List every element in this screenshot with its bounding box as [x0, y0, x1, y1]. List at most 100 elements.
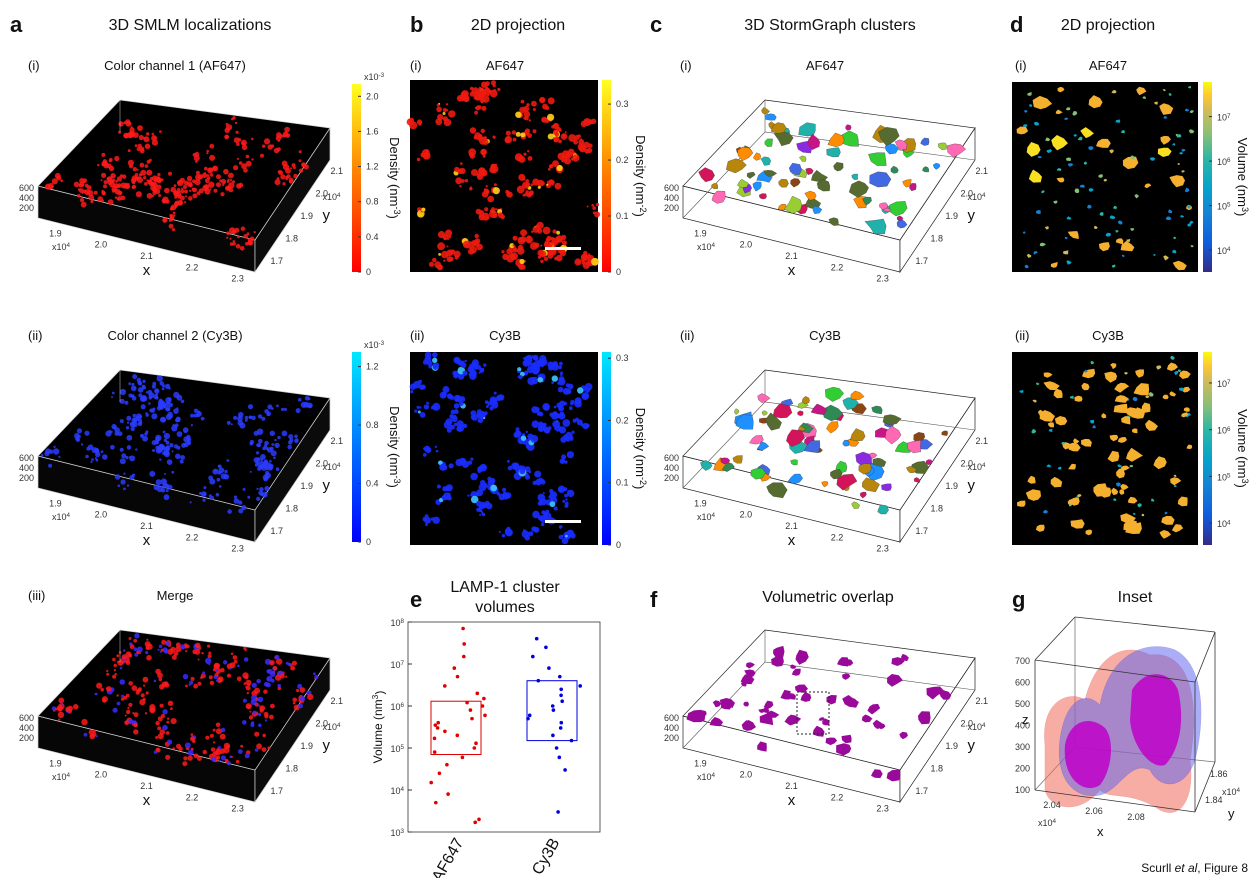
z-tick-label: 500 — [1015, 699, 1030, 709]
localization-cluster — [91, 734, 94, 737]
density-spot — [474, 136, 478, 140]
density-spot — [556, 414, 561, 419]
colorbar-tick-label: 106 — [1217, 157, 1231, 167]
localization-cluster — [251, 138, 254, 141]
localization-cluster — [249, 715, 253, 719]
x-exponent-part: x10 — [697, 242, 712, 252]
y-tick-label: 2.1 — [976, 166, 989, 176]
panel-title: 3D SMLM localizations — [109, 17, 272, 34]
data-point — [531, 655, 535, 659]
localization-cluster — [58, 456, 60, 458]
x-tick-label: 2.08 — [1127, 812, 1145, 822]
localization-cluster — [107, 176, 113, 182]
y-tick-label-part: 8 — [400, 618, 404, 625]
localization-cluster — [296, 408, 301, 413]
localization-cluster — [238, 749, 243, 754]
y-axis-label: y — [1228, 806, 1235, 821]
localization-cluster — [249, 711, 251, 713]
localization-cluster — [261, 459, 263, 461]
localization-cluster — [276, 132, 281, 137]
density-spot — [518, 156, 525, 163]
density-spot — [507, 191, 511, 195]
localization-cluster — [195, 643, 201, 649]
localization-cluster — [269, 460, 272, 463]
localization-cluster — [53, 446, 55, 448]
localization-cluster — [173, 212, 176, 215]
density-spot — [551, 125, 555, 129]
y-tick-label: 1.7 — [271, 786, 284, 796]
localization-cluster — [313, 672, 316, 675]
density-spot — [431, 517, 435, 521]
colorbar-tick-label-part: 10 — [1217, 379, 1227, 389]
density-spot — [548, 168, 551, 171]
localization-cluster — [195, 649, 200, 654]
localization-cluster — [73, 704, 78, 709]
localization-cluster — [106, 673, 109, 676]
localization-cluster — [218, 676, 224, 682]
localization-cluster — [118, 131, 121, 134]
density-spot — [468, 148, 476, 156]
localization-cluster — [162, 384, 165, 387]
localization-cluster — [111, 396, 113, 398]
localization-cluster — [123, 488, 126, 491]
localization-cluster — [276, 405, 279, 408]
localization-cluster — [214, 675, 218, 679]
density-spot — [490, 164, 495, 169]
localization-cluster — [187, 755, 192, 760]
localization-cluster — [230, 662, 236, 668]
y-axis-label: y — [323, 477, 331, 494]
x-exponent-part: 4 — [712, 772, 716, 779]
localization-cluster — [140, 163, 145, 168]
z-tick-label: 600 — [1015, 678, 1030, 688]
localization-cluster — [159, 684, 165, 690]
localization-cluster — [177, 200, 183, 206]
localization-cluster — [158, 649, 160, 651]
localization-cluster — [202, 671, 205, 674]
localization-cluster — [258, 414, 262, 418]
localization-cluster — [247, 496, 250, 499]
localization-cluster — [192, 193, 197, 198]
localization-cluster — [280, 674, 285, 679]
data-point — [560, 721, 564, 725]
data-point — [433, 750, 437, 754]
localization-cluster — [216, 723, 221, 728]
density-spot — [502, 488, 506, 492]
localization-cluster — [147, 193, 153, 199]
localization-cluster — [106, 670, 108, 672]
density-spot — [414, 410, 417, 413]
data-point — [578, 684, 582, 688]
y-tick-label: 106 — [390, 702, 404, 712]
density-spot — [591, 119, 596, 124]
localization-cluster — [220, 734, 226, 740]
density-spot — [526, 431, 528, 433]
density-spot — [484, 207, 488, 211]
localization-cluster — [156, 437, 160, 441]
y-exponent-part: x10 — [1222, 787, 1237, 797]
localization-cluster — [137, 176, 140, 179]
localization-cluster — [96, 683, 102, 689]
density-spot — [555, 132, 559, 136]
density-spot — [520, 132, 525, 137]
localization-cluster — [159, 130, 162, 133]
density-spot — [559, 525, 563, 529]
data-point — [436, 721, 440, 725]
y-tick-label: 103 — [390, 828, 404, 838]
density-spot — [528, 156, 533, 161]
localization-cluster — [216, 756, 220, 760]
x-exponent-part: x10 — [52, 512, 67, 522]
localization-cluster — [157, 173, 160, 176]
localization-cluster — [101, 450, 104, 453]
localization-cluster — [256, 443, 260, 447]
data-point — [462, 655, 466, 659]
density-spot — [535, 407, 540, 412]
localization-cluster — [198, 682, 202, 686]
colorbar-tick-label: 0.8 — [366, 197, 379, 207]
blob — [881, 484, 891, 491]
colorbar-tick-label-part: 5 — [1227, 202, 1231, 209]
density-spot — [443, 260, 445, 262]
x-exponent-part: x10 — [697, 772, 712, 782]
localization-cluster — [271, 450, 277, 456]
z-tick-label: 600 — [19, 713, 34, 723]
localization-cluster — [203, 750, 207, 754]
localization-cluster — [115, 474, 120, 479]
